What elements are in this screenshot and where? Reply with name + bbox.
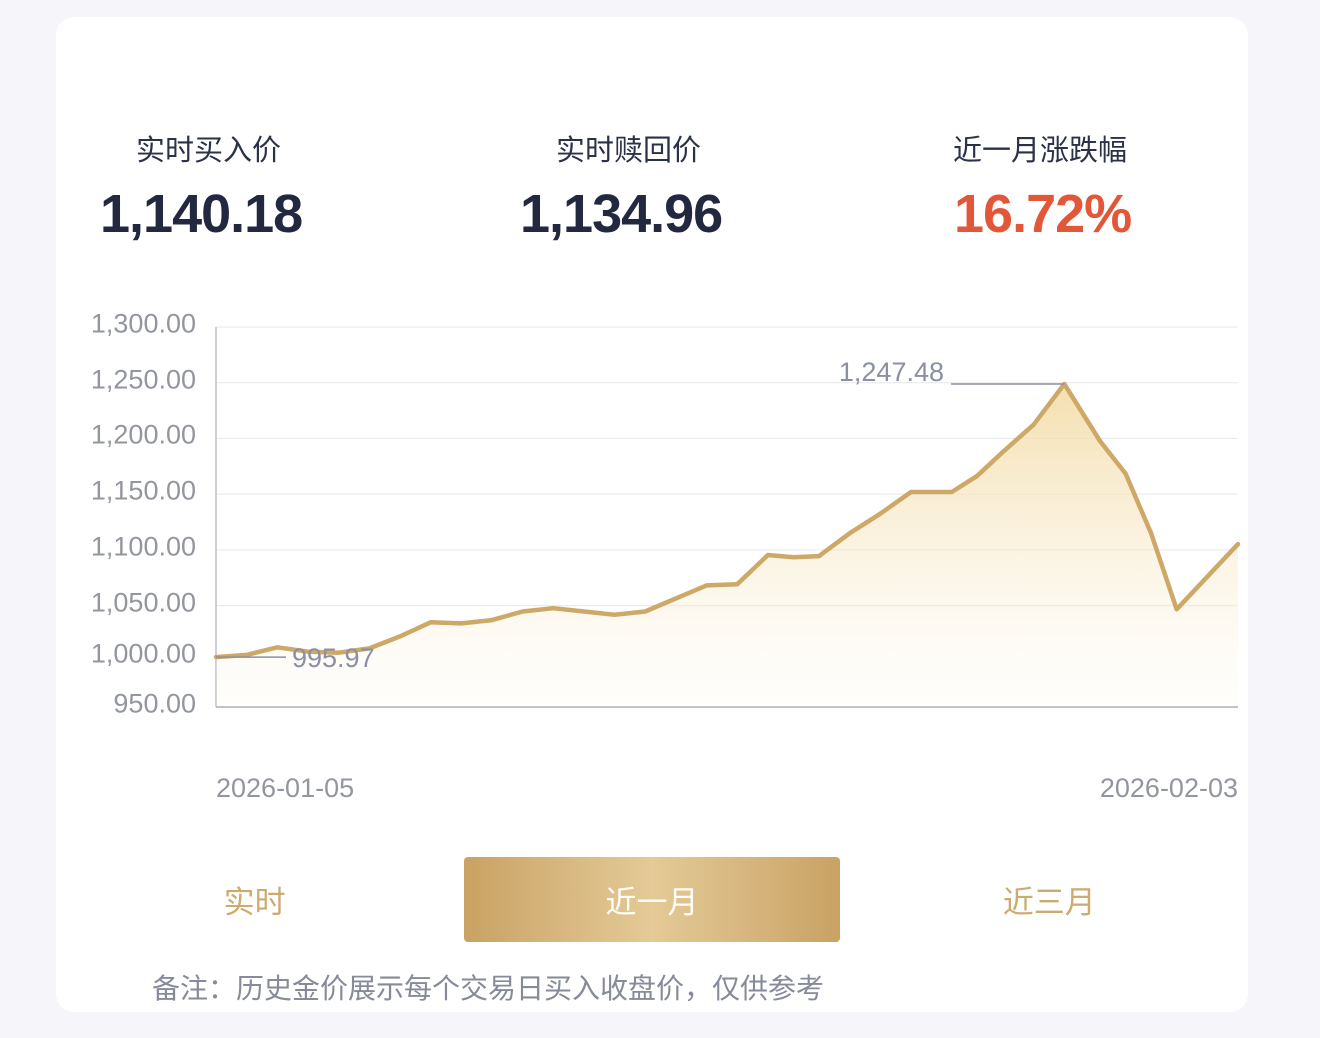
svg-text:995.97: 995.97 — [292, 643, 375, 673]
svg-text:1,247.48: 1,247.48 — [839, 357, 944, 387]
